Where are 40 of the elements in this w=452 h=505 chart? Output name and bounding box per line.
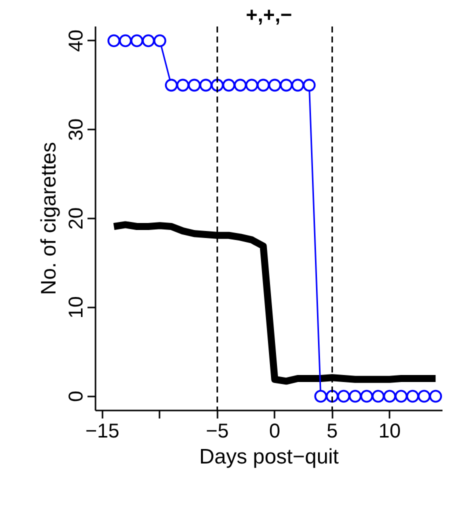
point [118,34,132,48]
point [188,78,201,92]
point [153,34,166,48]
y-tick-label: 40 [66,30,88,52]
x-tick-label: 0 [269,420,280,442]
y-tick-label: 30 [66,118,88,141]
point [337,390,350,403]
point [107,34,120,48]
point [406,390,420,403]
point [130,34,144,48]
point [372,390,385,403]
point [199,78,212,92]
point [176,78,190,92]
point [383,390,396,403]
x-axis-title: Days post−quit [199,446,339,468]
point [394,390,408,403]
point [291,78,304,92]
y-axis-title: No. of cigarettes [38,142,60,295]
point [256,78,270,92]
point [280,78,293,92]
point [142,34,155,48]
point [245,78,258,92]
x-tick-label: 5 [326,420,338,442]
point [268,78,282,92]
point [418,390,431,403]
point [314,390,328,403]
point [234,78,247,92]
point [429,390,442,403]
point [360,390,374,403]
x-tick-label: −15 [85,420,120,442]
point [222,78,236,92]
x-tick-label: 10 [378,420,401,442]
point [164,78,178,92]
y-tick-label: 20 [66,207,88,230]
chart-title: +,+,− [246,4,292,26]
y-tick-label: 0 [66,390,88,402]
point [348,390,362,403]
x-tick-label: −5 [206,420,229,442]
y-tick-label: 10 [66,296,88,319]
point [302,78,316,92]
